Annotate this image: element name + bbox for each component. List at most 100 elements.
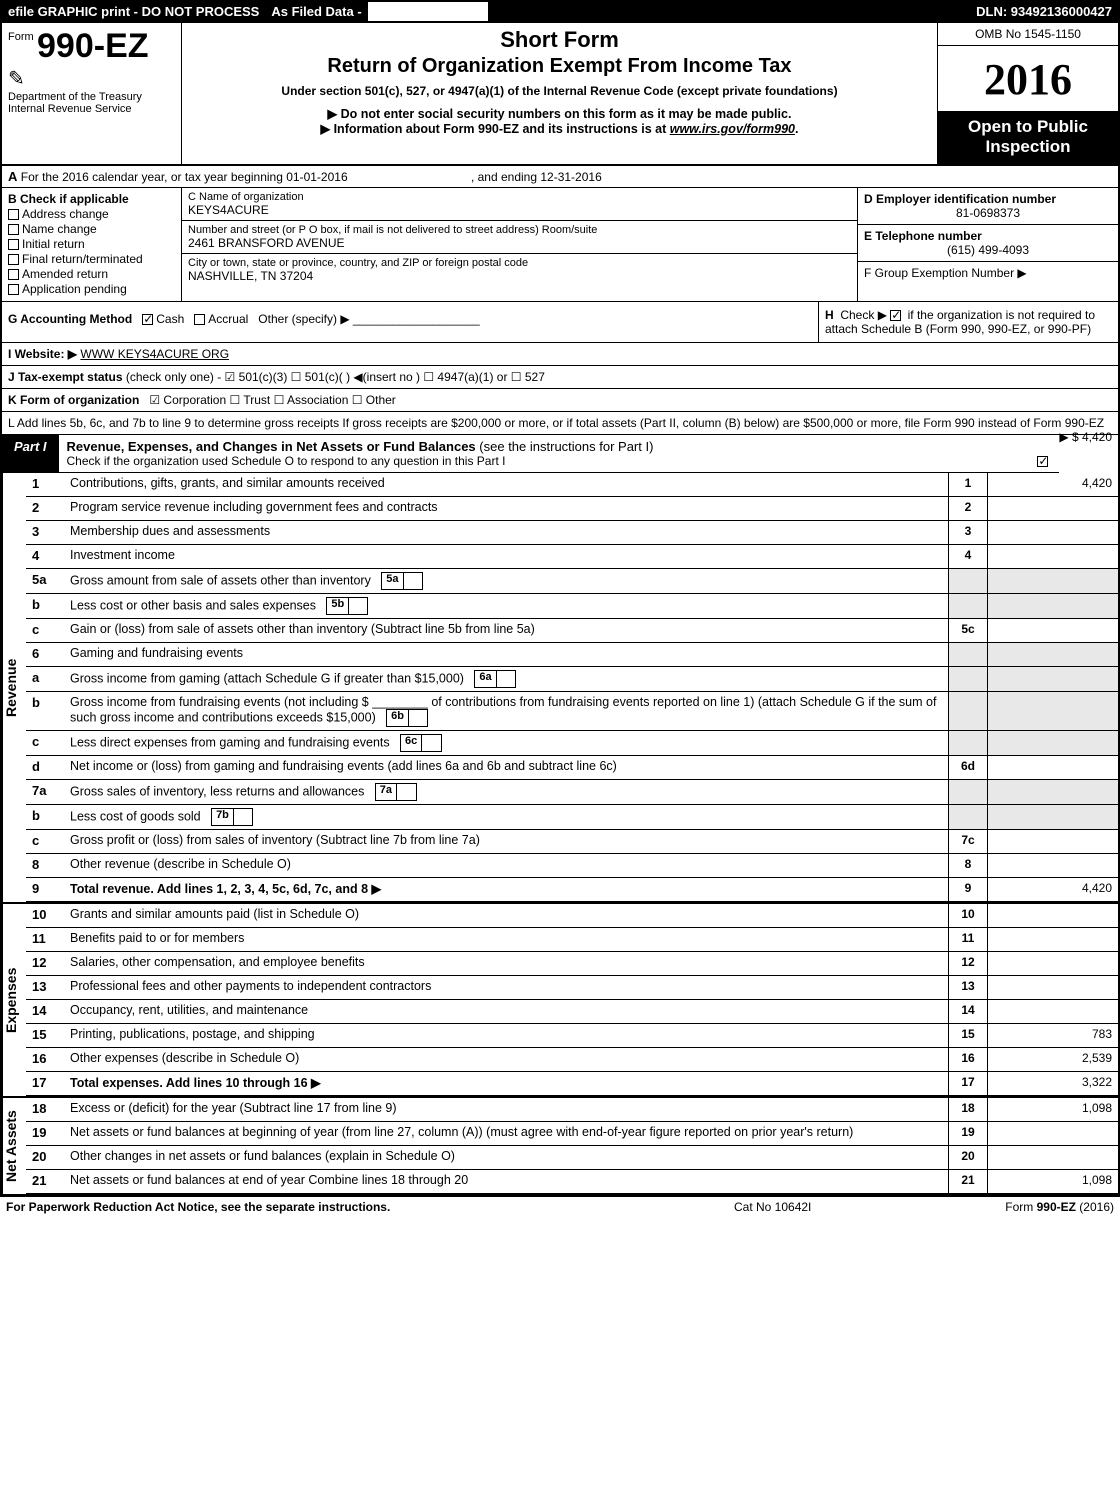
line-value — [988, 643, 1118, 666]
line-number: 8 — [26, 854, 64, 877]
line-box-num: 11 — [948, 928, 988, 951]
line-row: 3Membership dues and assessments3 — [26, 521, 1118, 545]
line-number: 18 — [26, 1098, 64, 1121]
line-number: 9 — [26, 878, 64, 901]
col-b-option[interactable]: Amended return — [8, 267, 175, 281]
footer-left: For Paperwork Reduction Act Notice, see … — [6, 1200, 734, 1214]
row-j: J Tax-exempt status (check only one) - ☑… — [2, 366, 1118, 389]
line-box-num: 3 — [948, 521, 988, 544]
line-row: cLess direct expenses from gaming and fu… — [26, 731, 1118, 756]
line-row: 11Benefits paid to or for members11 — [26, 928, 1118, 952]
line-desc: Other revenue (describe in Schedule O) — [64, 854, 948, 877]
line-number: a — [26, 667, 64, 691]
line-value — [988, 756, 1118, 779]
line-row: 7aGross sales of inventory, less returns… — [26, 780, 1118, 805]
line-number: 3 — [26, 521, 64, 544]
line-value — [988, 545, 1118, 568]
line-row: 9Total revenue. Add lines 1, 2, 3, 4, 5c… — [26, 878, 1118, 902]
line-number: 5a — [26, 569, 64, 593]
line-number: 17 — [26, 1072, 64, 1095]
line-row: 15Printing, publications, postage, and s… — [26, 1024, 1118, 1048]
line-desc: Gross income from gaming (attach Schedul… — [64, 667, 948, 691]
l-text: L Add lines 5b, 6c, and 7b to line 9 to … — [8, 416, 1104, 430]
col-b-option[interactable]: Name change — [8, 222, 175, 236]
cash-checkbox[interactable] — [142, 314, 153, 325]
line-value — [988, 619, 1118, 642]
notice-1: ▶ Do not enter social security numbers o… — [188, 106, 931, 121]
h-checkbox[interactable] — [890, 310, 901, 321]
irs-link[interactable]: www.irs.gov/form990 — [670, 122, 795, 136]
col-b-option[interactable]: Final return/terminated — [8, 252, 175, 266]
line-box-num: 10 — [948, 904, 988, 927]
line-desc: Less cost or other basis and sales expen… — [64, 594, 948, 618]
line-value: 783 — [988, 1024, 1118, 1047]
accrual-checkbox[interactable] — [194, 314, 205, 325]
line-desc: Gross amount from sale of assets other t… — [64, 569, 948, 593]
line-desc: Professional fees and other payments to … — [64, 976, 948, 999]
g-label: G Accounting Method — [8, 312, 132, 326]
line-box-num — [948, 643, 988, 666]
k-label: K Form of organization — [8, 393, 139, 407]
line-desc: Net income or (loss) from gaming and fun… — [64, 756, 948, 779]
revenue-side-label: Revenue — [2, 473, 26, 902]
line-row: bLess cost of goods sold 7b — [26, 805, 1118, 830]
col-b-option[interactable]: Address change — [8, 207, 175, 221]
col-b-option[interactable]: Application pending — [8, 282, 175, 296]
line-value — [988, 667, 1118, 691]
line-value — [988, 830, 1118, 853]
line-value — [988, 904, 1118, 927]
line-box-num: 20 — [948, 1146, 988, 1169]
notice-2: ▶ Information about Form 990-EZ and its … — [188, 121, 931, 136]
line-number: 2 — [26, 497, 64, 520]
netassets-section: Net Assets 18Excess or (deficit) for the… — [2, 1096, 1118, 1194]
line-desc: Less direct expenses from gaming and fun… — [64, 731, 948, 755]
line-row: 6Gaming and fundraising events — [26, 643, 1118, 667]
org-name: KEYS4ACURE — [188, 203, 851, 217]
line-row: aGross income from gaming (attach Schedu… — [26, 667, 1118, 692]
line-number: 12 — [26, 952, 64, 975]
line-number: 14 — [26, 1000, 64, 1023]
line-number: 7a — [26, 780, 64, 804]
part-i-checkbox[interactable] — [1037, 456, 1048, 467]
h-label: H — [825, 308, 834, 322]
line-number: 1 — [26, 473, 64, 496]
line-number: 11 — [26, 928, 64, 951]
line-number: b — [26, 692, 64, 730]
line-desc: Less cost of goods sold 7b — [64, 805, 948, 829]
line-value — [988, 521, 1118, 544]
col-b-option[interactable]: Initial return — [8, 237, 175, 251]
h-check-text: Check ▶ — [840, 308, 887, 322]
line-number: c — [26, 830, 64, 853]
e-label: E Telephone number — [864, 229, 1112, 243]
line-box-num: 7c — [948, 830, 988, 853]
line-value — [988, 497, 1118, 520]
line-value: 1,098 — [988, 1170, 1118, 1193]
line-desc: Benefits paid to or for members — [64, 928, 948, 951]
line-row: cGross profit or (loss) from sales of in… — [26, 830, 1118, 854]
dept-irs: Internal Revenue Service — [8, 103, 175, 115]
part-i-header: Part I Revenue, Expenses, and Changes in… — [2, 435, 1059, 473]
line-box-num: 9 — [948, 878, 988, 901]
line-value: 4,420 — [988, 878, 1118, 901]
line-number: c — [26, 731, 64, 755]
line-number: 15 — [26, 1024, 64, 1047]
line-box-num: 17 — [948, 1072, 988, 1095]
line-row: 14Occupancy, rent, utilities, and mainte… — [26, 1000, 1118, 1024]
part-i-title: Revenue, Expenses, and Changes in Net As… — [67, 439, 476, 454]
line-desc: Salaries, other compensation, and employ… — [64, 952, 948, 975]
line-desc: Total revenue. Add lines 1, 2, 3, 4, 5c,… — [64, 878, 948, 901]
website-value[interactable]: WWW KEYS4ACURE ORG — [80, 347, 229, 361]
line-desc: Gross income from fundraising events (no… — [64, 692, 948, 730]
addr-label: Number and street (or P O box, if mail i… — [188, 224, 851, 236]
part-i-check-text: Check if the organization used Schedule … — [67, 454, 506, 468]
line-box-num — [948, 569, 988, 593]
dept-treasury: Department of the Treasury — [8, 91, 175, 103]
main-title: Return of Organization Exempt From Incom… — [188, 55, 931, 78]
line-desc: Printing, publications, postage, and shi… — [64, 1024, 948, 1047]
line-number: b — [26, 805, 64, 829]
footer: For Paperwork Reduction Act Notice, see … — [0, 1196, 1120, 1217]
asfiled-label: As Filed Data - — [265, 2, 367, 21]
form-990ez: efile GRAPHIC print - DO NOT PROCESS As … — [0, 0, 1120, 1196]
d-label: D Employer identification number — [864, 192, 1112, 206]
line-value — [988, 1146, 1118, 1169]
